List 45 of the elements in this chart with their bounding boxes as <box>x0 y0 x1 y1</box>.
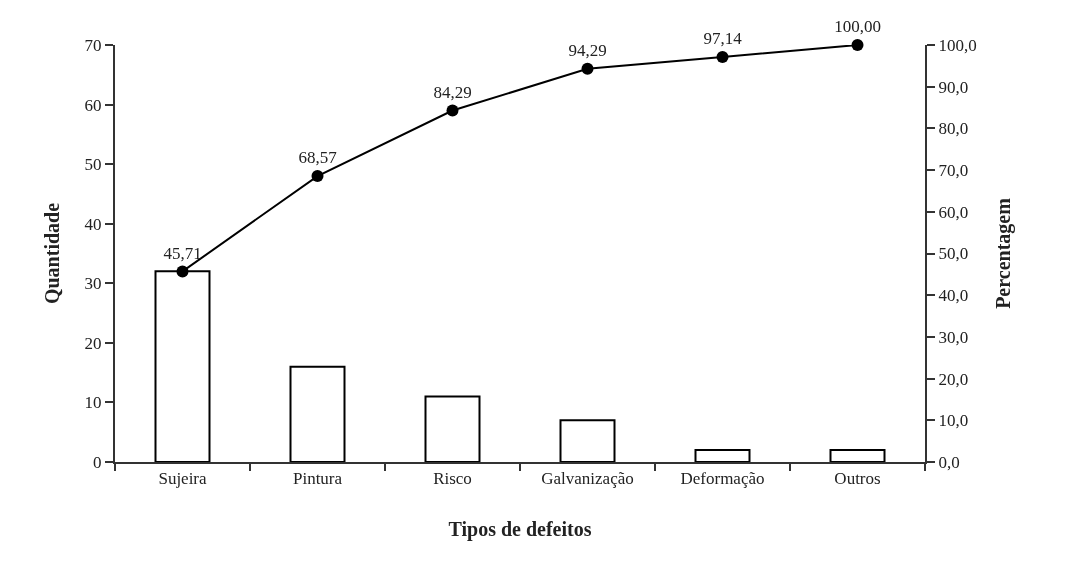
y-tick-label: 30 <box>84 274 102 294</box>
x-tick-label: Outros <box>834 469 881 489</box>
point <box>581 62 594 75</box>
y2-tick-label: 40,0 <box>938 286 969 306</box>
y2-tick-label: 80,0 <box>938 119 969 139</box>
y2-tick-label: 90,0 <box>938 77 969 97</box>
x-tick-label: Pintura <box>292 469 343 489</box>
y-tick-label: 40 <box>84 214 102 234</box>
point <box>311 170 324 183</box>
y2-axis-title: Percentagem <box>991 197 1015 309</box>
bar <box>424 395 481 462</box>
x-tick-label: Risco <box>433 469 472 489</box>
data-label: 94,29 <box>568 41 607 61</box>
y2-tick-label: 100,0 <box>938 35 977 55</box>
y2-tick-label: 30,0 <box>938 327 969 347</box>
x-tick-label: Sujeira <box>158 469 208 489</box>
data-label: 100,00 <box>834 17 881 37</box>
y2-tick-label: 70,0 <box>938 161 969 181</box>
data-label: 45,71 <box>163 243 202 263</box>
x-tick-label: Deformação <box>680 469 765 489</box>
y-axis-title: Quantidade <box>40 202 63 305</box>
y2-tick-label: 10,0 <box>938 411 969 431</box>
y-tick-label: 20 <box>84 333 102 353</box>
y-tick-label: 10 <box>84 393 102 413</box>
bar <box>559 419 616 462</box>
y-tick-label: 50 <box>84 155 102 175</box>
point <box>851 39 864 51</box>
y2-tick-label: 0,0 <box>938 452 960 472</box>
x-axis-title: Tipos de defeitos <box>448 518 592 542</box>
y2-tick-label: 50,0 <box>938 244 969 264</box>
y-tick-label: 70 <box>84 35 102 55</box>
point <box>446 104 459 117</box>
point <box>176 265 189 278</box>
bar <box>289 365 346 462</box>
point <box>716 50 729 63</box>
bar <box>829 449 886 462</box>
y2-tick-label: 60,0 <box>938 202 969 222</box>
x-tick-label: Galvanização <box>541 469 634 489</box>
data-label: 68,57 <box>298 148 338 168</box>
y-tick-label: 0 <box>93 452 102 472</box>
data-label: 84,29 <box>433 82 472 102</box>
y2-tick-label: 20,0 <box>938 369 969 389</box>
bar <box>694 449 751 462</box>
data-label: 97,14 <box>703 29 743 49</box>
y-tick-label: 60 <box>84 95 102 115</box>
